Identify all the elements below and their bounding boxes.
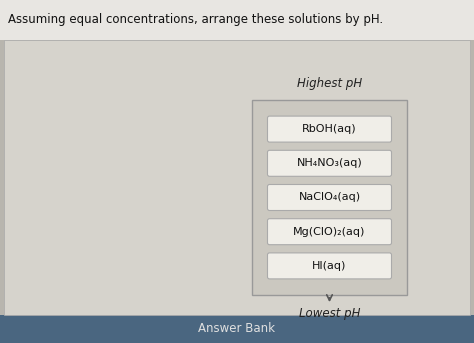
Text: Lowest pH: Lowest pH [299,307,360,320]
Text: HI(aq): HI(aq) [312,261,346,271]
FancyBboxPatch shape [267,253,392,279]
Text: Assuming equal concentrations, arrange these solutions by pH.: Assuming equal concentrations, arrange t… [8,13,383,26]
FancyBboxPatch shape [252,100,407,295]
Text: RbOH(aq): RbOH(aq) [302,124,357,134]
FancyBboxPatch shape [267,116,392,142]
Text: Highest pH: Highest pH [297,77,362,90]
FancyBboxPatch shape [0,0,474,40]
Text: Answer Bank: Answer Bank [199,322,275,335]
Text: NH₄NO₃(aq): NH₄NO₃(aq) [297,158,363,168]
FancyBboxPatch shape [4,40,470,315]
FancyBboxPatch shape [267,185,392,211]
FancyBboxPatch shape [267,150,392,176]
Text: NaClO₄(aq): NaClO₄(aq) [299,192,361,202]
FancyBboxPatch shape [267,219,392,245]
Text: Mg(ClO)₂(aq): Mg(ClO)₂(aq) [293,227,365,237]
FancyBboxPatch shape [0,315,474,343]
